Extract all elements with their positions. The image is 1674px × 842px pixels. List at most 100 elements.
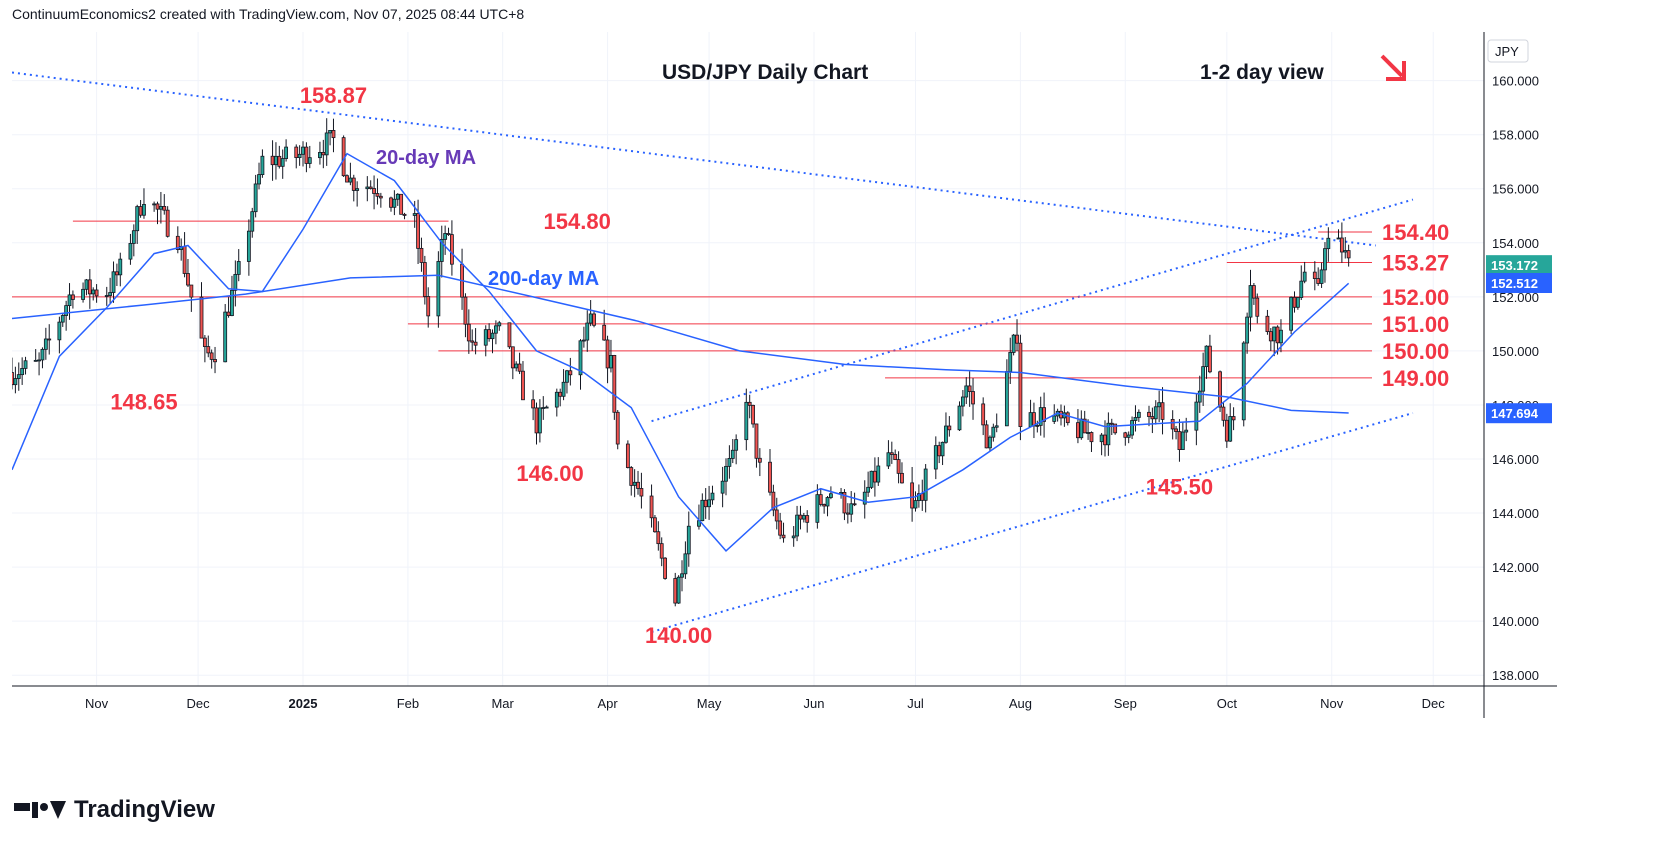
candle-down (402, 213, 407, 216)
candle-down (1089, 432, 1094, 443)
candle-up (869, 470, 874, 488)
annotation-label: 140.00 (645, 623, 712, 648)
time-axis[interactable]: Nov Dec 2025 Feb Mar Apr May Jun Jul Aug Sep Oct Nov… (12, 685, 1557, 711)
candle-up (223, 311, 228, 363)
candle-down (1224, 419, 1229, 442)
price-axis[interactable]: JPY 160.000158.000156.000154.000152.0001… (1483, 32, 1539, 718)
candle-up (1241, 342, 1246, 421)
currency-label: JPY (1495, 44, 1519, 59)
candle-down (872, 470, 877, 483)
candle-up (829, 493, 833, 498)
candle-up (1184, 429, 1189, 433)
candle-up (744, 401, 749, 441)
candle-up (108, 292, 113, 296)
tradingview-logo[interactable]: TradingView (14, 796, 215, 824)
candle-up (497, 322, 502, 327)
candle-down (1123, 432, 1128, 438)
candle-up (923, 468, 928, 501)
x-tick-label: Nov (85, 696, 109, 711)
candle-up (128, 243, 133, 260)
candle-up (710, 492, 715, 501)
candle-up (1008, 352, 1013, 372)
candle-down (893, 454, 898, 461)
candle-down (805, 515, 810, 523)
candle-down (331, 130, 336, 139)
candle-up (318, 152, 322, 159)
candle-down (47, 338, 52, 341)
chart-subtitle: 1-2 day view (1200, 61, 1324, 84)
candle-up (676, 576, 681, 604)
candle-down (1160, 402, 1165, 420)
candle-up (84, 279, 89, 290)
candle-up (1086, 432, 1090, 434)
candle-down (162, 206, 167, 211)
candle-up (578, 340, 583, 376)
candle-up (250, 211, 255, 232)
candle-up (37, 359, 41, 362)
candle-down (422, 262, 427, 297)
chart-frame[interactable]: 154.40 153.27 152.00 151.00 150.00 149.00 154.… (10, 32, 1557, 723)
candle-up (395, 193, 400, 200)
candle-down (534, 407, 539, 434)
candle-down (659, 543, 664, 559)
level-label: 153.27 (1382, 251, 1449, 276)
candle-down (531, 399, 536, 409)
candle-up (988, 436, 992, 449)
candle-up (111, 271, 116, 293)
y-tick-label: 144.000 (1492, 506, 1539, 521)
candle-down (751, 404, 755, 425)
candle-down (507, 322, 512, 348)
candle-down (473, 341, 478, 346)
candle-down (602, 324, 607, 341)
candle-down (971, 391, 975, 405)
candle-down (115, 271, 119, 276)
candle-down (1275, 326, 1280, 344)
candle-down (1103, 434, 1107, 446)
candle-up (1295, 297, 1300, 308)
candle-up (933, 445, 938, 470)
candle-down (798, 514, 803, 520)
candle-down (1346, 250, 1351, 259)
candle-up (1228, 416, 1233, 442)
candle-down (937, 445, 942, 457)
candle-down (94, 289, 99, 297)
candle-up (280, 158, 285, 167)
candle-up (301, 146, 305, 155)
candle-up (1245, 316, 1250, 344)
candle-down (517, 363, 522, 372)
candle-up (158, 206, 163, 210)
candle-down (294, 146, 299, 159)
candle-down (656, 531, 661, 545)
candle-up (849, 503, 854, 515)
candle-up (683, 553, 688, 575)
candle-up (940, 441, 945, 457)
level-label: 149.00 (1382, 366, 1449, 391)
candle-up (152, 203, 157, 206)
candle-up (913, 500, 918, 509)
candle-down (1076, 422, 1080, 439)
candle-up (1272, 326, 1277, 342)
candle-up (297, 153, 302, 159)
x-tick-label: May (697, 696, 722, 711)
candle-down (852, 503, 857, 506)
candle-up (876, 465, 881, 483)
level-label: 152.00 (1382, 285, 1449, 310)
trend-lines (11, 71, 1414, 633)
candle-down (1208, 345, 1212, 373)
x-tick-label: Dec (187, 696, 211, 711)
candle-up (246, 230, 251, 262)
candle-down (1018, 342, 1023, 427)
candle-up (436, 261, 441, 317)
candle-down (416, 213, 420, 249)
candle-up (727, 458, 732, 467)
candle-down (778, 520, 783, 536)
candle-up (1336, 237, 1341, 240)
annotation-label: 158.87 (300, 83, 367, 108)
candle-up (825, 497, 830, 507)
candle-down (1231, 416, 1236, 421)
candle-up (1079, 418, 1084, 439)
candle-up (1106, 422, 1111, 446)
candle-up (43, 338, 48, 350)
candles (10, 118, 1351, 607)
